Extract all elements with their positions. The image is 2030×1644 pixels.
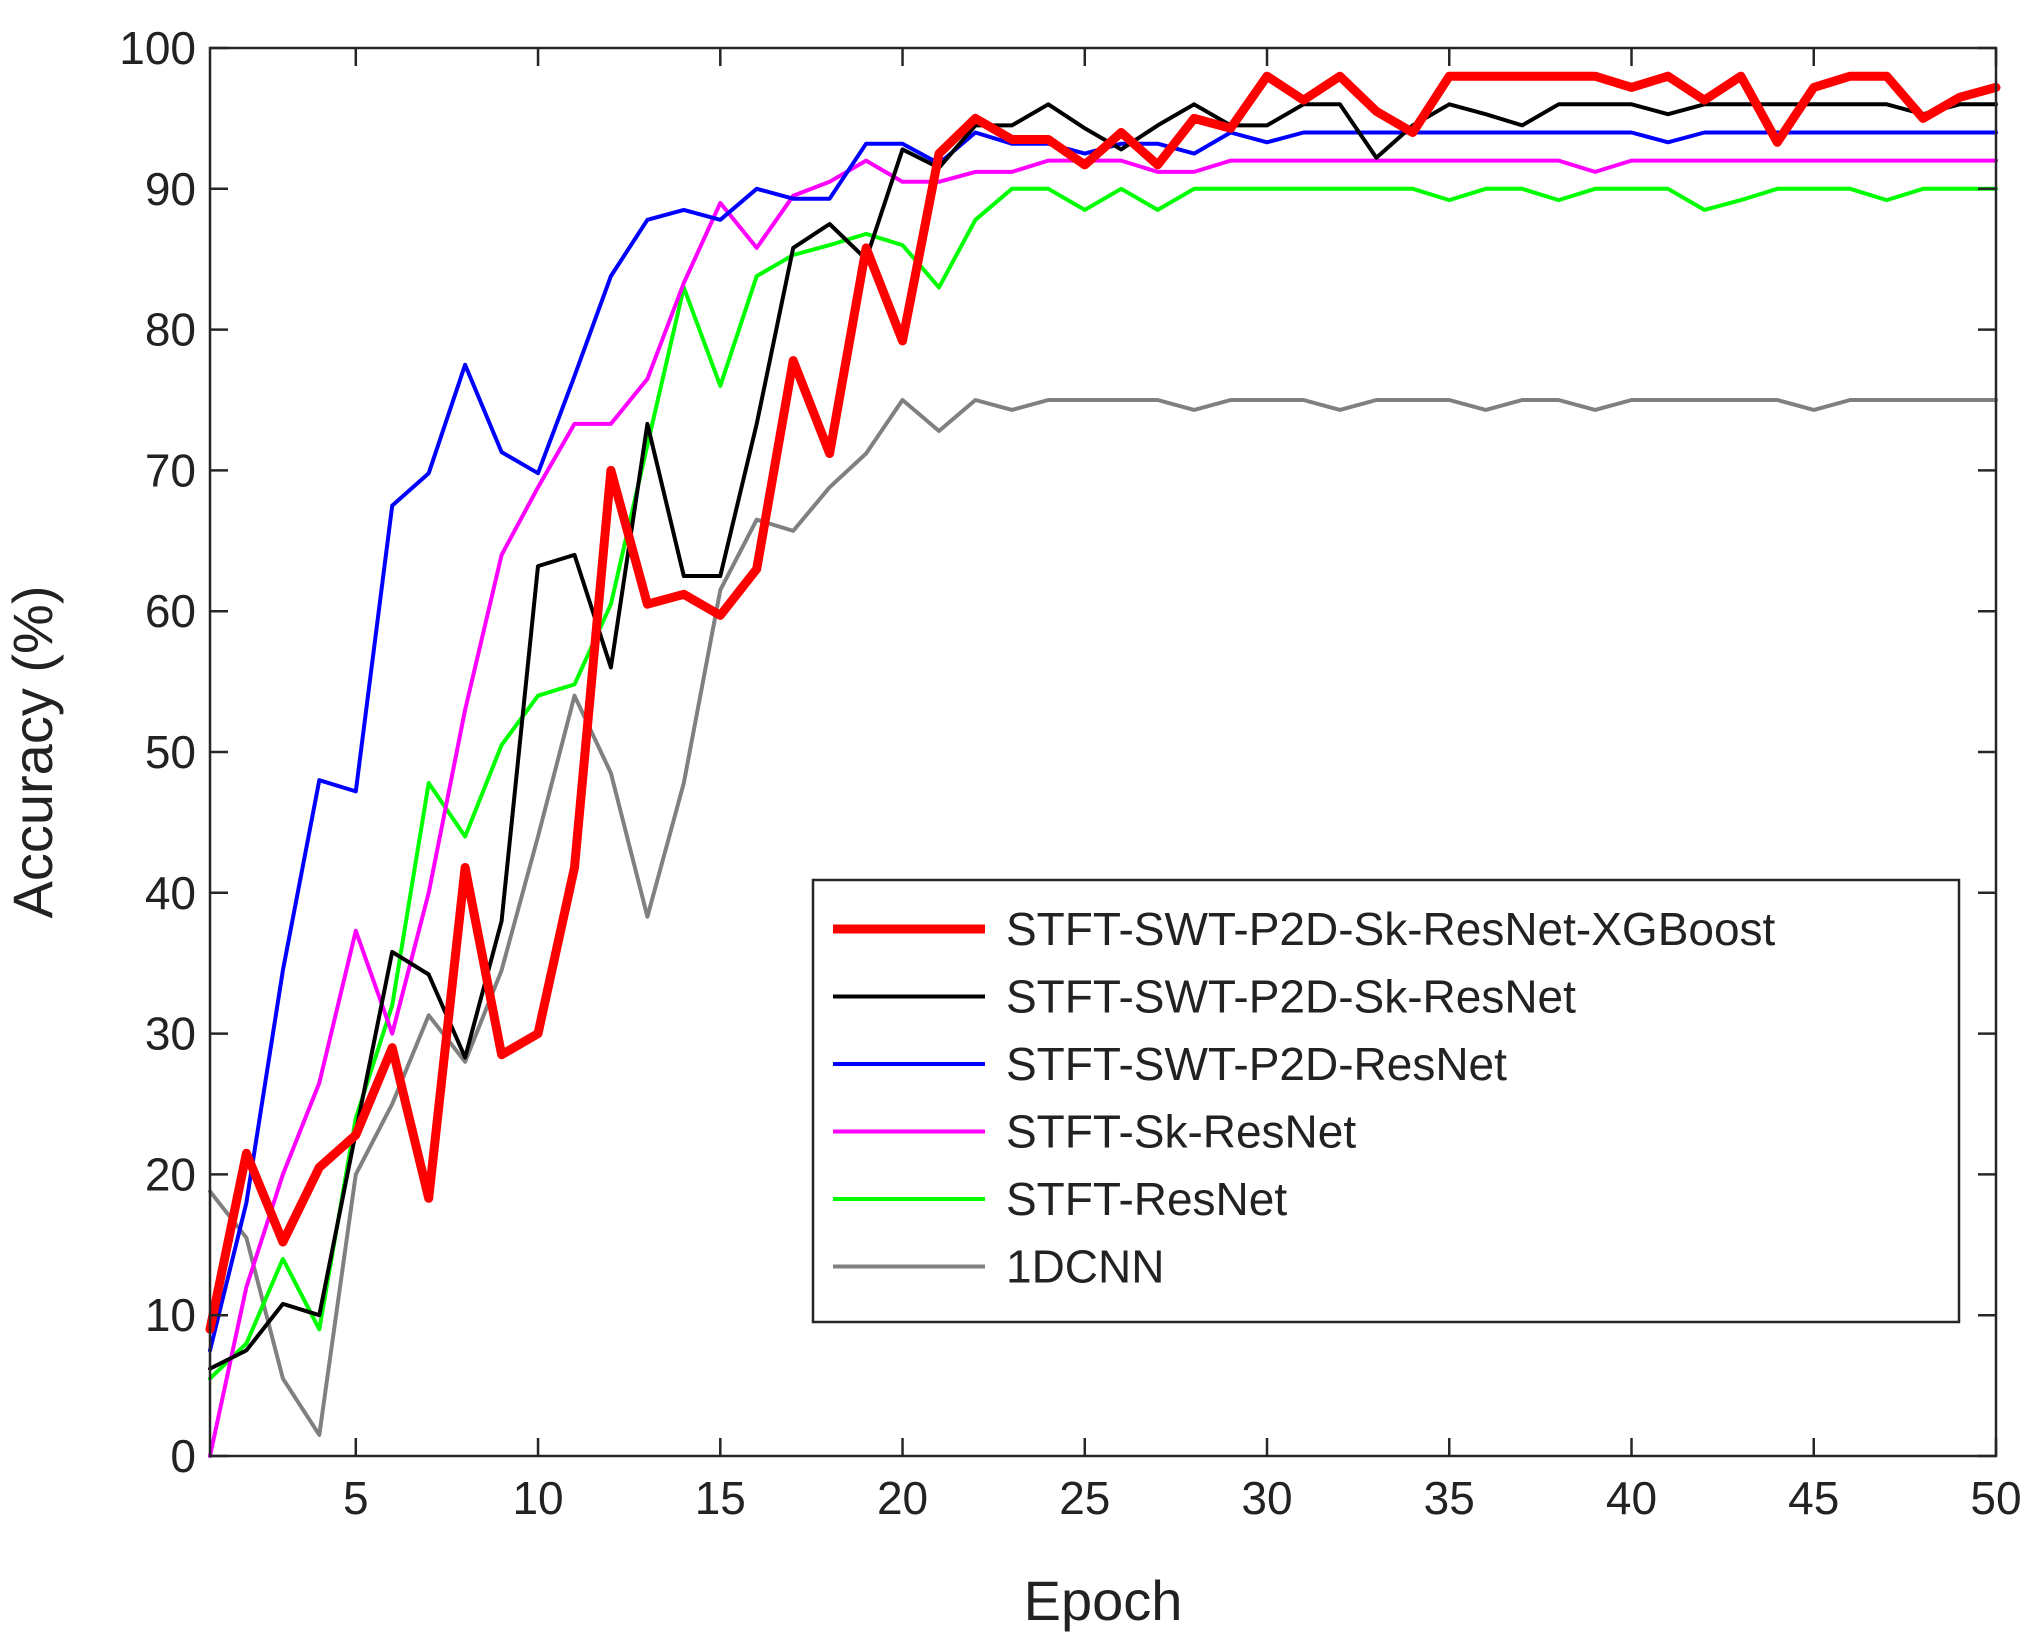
series-line-1 [205,71,2001,1334]
legend-label-6: 1DCNN [1006,1241,1164,1293]
series-line-2 [208,102,1998,1371]
x-tick-label: 35 [1424,1472,1475,1524]
y-tick-label: 30 [145,1008,196,1060]
legend-box [811,878,1961,1324]
x-tick-label: 30 [1241,1472,1292,1524]
x-tick-label: 25 [1059,1472,1110,1524]
y-tick-label: 20 [145,1148,196,1200]
x-tick-label: 50 [1970,1472,2021,1524]
x-tick-label: 10 [512,1472,563,1524]
y-tick-label: 80 [145,304,196,356]
legend-label-1: STFT-SWT-P2D-Sk-ResNet-XGBoost [1006,903,1776,955]
series-line-4 [208,158,1998,1458]
legend-label-5: STFT-ResNet [1006,1173,1287,1225]
y-tick-label: 10 [145,1289,196,1341]
x-tick-label: 20 [877,1472,928,1524]
y-tick-label: 70 [145,444,196,496]
x-tick-label: 15 [695,1472,746,1524]
x-tick-label: 40 [1606,1472,1657,1524]
series-line-6 [208,398,1998,1437]
y-tick-label: 50 [145,726,196,778]
y-tick-label: 100 [119,22,196,74]
x-axis-label: Epoch [1024,1569,1183,1632]
axis-ticks: 5 10 15 20 25 30 35 40 45 50 0 10 20 30 40 50 60 70 80 90 10… [119,22,2021,1524]
series-lines [205,71,2001,1458]
y-tick-label: 90 [145,163,196,215]
x-tick-label: 5 [343,1472,369,1524]
y-axis-label: Accuracy (%) [1,586,64,919]
legend: STFT-SWT-P2D-Sk-ResNet-XGBoost STFT-SWT-P… [811,878,1961,1324]
x-tick-label: 45 [1788,1472,1839,1524]
y-tick-label: 60 [145,585,196,637]
legend-label-4: STFT-Sk-ResNet [1006,1106,1356,1158]
legend-label-3: STFT-SWT-P2D-ResNet [1006,1038,1507,1090]
y-tick-label: 40 [145,867,196,919]
series-line-5 [208,186,1998,1381]
legend-label-2: STFT-SWT-P2D-Sk-ResNet [1006,971,1576,1023]
y-tick-label: 0 [170,1430,196,1482]
